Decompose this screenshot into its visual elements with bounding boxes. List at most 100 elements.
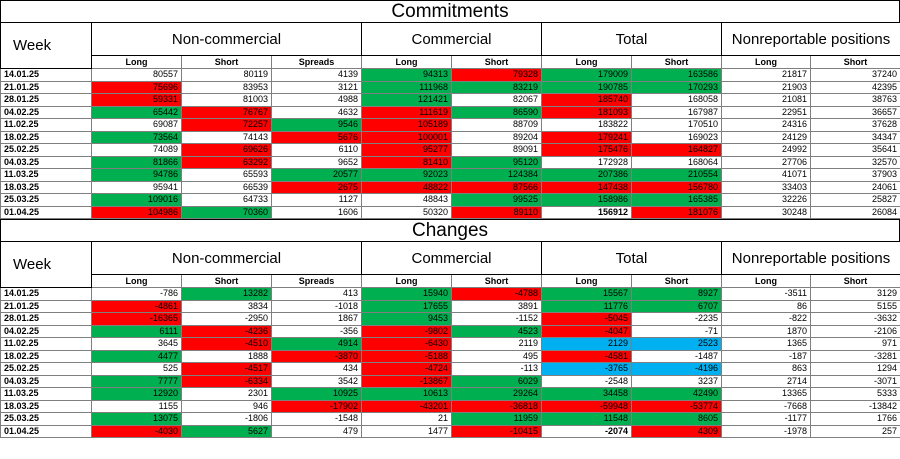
column-subheader: Spreads xyxy=(271,55,362,69)
value-cell: 2301 xyxy=(181,387,272,401)
value-cell: 971 xyxy=(810,337,900,351)
week-cell: 25.02.25 xyxy=(0,143,92,157)
value-cell: 158986 xyxy=(541,193,633,207)
value-cell: -2106 xyxy=(810,324,900,338)
table-row: 18.03.25 95941 66539 2675 48822 87566 147438 15… xyxy=(0,180,900,194)
value-cell: 207386 xyxy=(541,168,633,182)
value-cell: 42490 xyxy=(631,387,723,401)
value-cell: 168064 xyxy=(631,155,723,169)
value-cell: 74089 xyxy=(91,143,182,157)
value-cell: 4632 xyxy=(271,105,362,119)
table-row: 11.03.25 94786 65593 20577 92023 124384 207386… xyxy=(0,168,900,182)
value-cell: -6334 xyxy=(181,374,272,388)
value-cell: 42395 xyxy=(810,80,900,94)
value-cell: 80119 xyxy=(181,68,272,82)
week-cell: 14.01.25 xyxy=(0,287,92,301)
value-cell: 185740 xyxy=(541,93,633,107)
table-row: 28.01.25 -16365 -2950 1867 9453 -1152 -5045 -22… xyxy=(0,312,900,326)
value-cell: 79328 xyxy=(450,68,543,82)
value-cell: 66539 xyxy=(181,180,272,194)
value-cell: 4139 xyxy=(271,68,362,82)
value-cell: 863 xyxy=(721,362,812,376)
noncommercial-header: Non-commercial xyxy=(91,22,362,56)
value-cell: -3870 xyxy=(271,349,362,363)
value-cell: -5045 xyxy=(541,312,633,326)
column-subheader: Long xyxy=(91,274,182,288)
value-cell: 8605 xyxy=(631,412,723,426)
table-row: 25.02.25 74089 69626 6110 95277 89091 175476 16… xyxy=(0,143,900,157)
value-cell: 13365 xyxy=(721,387,812,401)
value-cell: 104986 xyxy=(91,205,182,219)
value-cell: 1766 xyxy=(810,412,900,426)
column-subheader: Long xyxy=(721,55,812,69)
value-cell: 64733 xyxy=(181,193,272,207)
value-cell: 3129 xyxy=(810,287,900,301)
value-cell: -3511 xyxy=(721,287,812,301)
value-cell: 4988 xyxy=(271,93,362,107)
table-row: 21.01.25 75696 83953 3121 111968 83219 190785 1… xyxy=(0,80,900,94)
value-cell: 170510 xyxy=(631,118,723,132)
value-cell: 86 xyxy=(721,299,812,313)
table-row: 01.04.25 -4030 5627 479 1477 -10415 -2074 4309-… xyxy=(0,424,900,438)
commercial-header: Commercial xyxy=(360,22,543,56)
value-cell: 24061 xyxy=(810,180,900,194)
value-cell: -3071 xyxy=(810,374,900,388)
value-cell: -36818 xyxy=(450,399,543,413)
value-cell: 4477 xyxy=(91,349,182,363)
week-cell: 14.01.25 xyxy=(0,68,92,82)
value-cell: 9546 xyxy=(271,118,362,132)
commitments-table: Week Non-commercial Commercial Total Nonrepo… xyxy=(0,22,900,219)
value-cell: 1155 xyxy=(91,399,182,413)
value-cell: 156912 xyxy=(541,205,633,219)
value-cell: -822 xyxy=(721,312,812,326)
value-cell: -71 xyxy=(631,324,723,338)
value-cell: 3237 xyxy=(631,374,723,388)
table-row: 25.03.25 109016 64733 1127 48843 99525 158986 1… xyxy=(0,193,900,207)
column-subheader: Short xyxy=(450,55,543,69)
value-cell: 156780 xyxy=(631,180,723,194)
value-cell: -13867 xyxy=(361,374,452,388)
value-cell: 1606 xyxy=(271,205,362,219)
value-cell: 34347 xyxy=(810,130,900,144)
value-cell: 1365 xyxy=(721,337,812,351)
table-row: 11.02.25 3645 -4510 4914 -6430 2119 2129 2523 13… xyxy=(0,337,900,351)
value-cell: 48843 xyxy=(361,193,452,207)
value-cell: -2548 xyxy=(541,374,633,388)
column-subheader: Long xyxy=(361,274,452,288)
changes-section: Changes Week Non-commercial Commercial Tota… xyxy=(0,219,900,438)
value-cell: 170293 xyxy=(631,80,723,94)
week-cell: 28.01.25 xyxy=(0,93,92,107)
value-cell: 179009 xyxy=(541,68,633,82)
table-row: 18.02.25 73564 74143 5676 100001 89204 179241 1… xyxy=(0,130,900,144)
table-row: 04.03.25 7777 -6334 3542 -13867 6029 -2548 3237… xyxy=(0,374,900,388)
value-cell: 6707 xyxy=(631,299,723,313)
value-cell: 8927 xyxy=(631,287,723,301)
value-cell: 34458 xyxy=(541,387,633,401)
value-cell: 20577 xyxy=(271,168,362,182)
table-row: 28.01.25 59331 81003 4988 121421 82067 185740 1… xyxy=(0,93,900,107)
value-cell: 17655 xyxy=(361,299,452,313)
value-cell: -1978 xyxy=(721,424,812,438)
column-subheader: Short xyxy=(181,274,272,288)
value-cell: -4196 xyxy=(631,362,723,376)
week-cell: 25.02.25 xyxy=(0,362,92,376)
value-cell: 15940 xyxy=(361,287,452,301)
value-cell: -4047 xyxy=(541,324,633,338)
value-cell: 89204 xyxy=(450,130,543,144)
value-cell: -4030 xyxy=(91,424,182,438)
week-cell: 18.02.25 xyxy=(0,349,92,363)
value-cell: 65593 xyxy=(181,168,272,182)
value-cell: -4236 xyxy=(181,324,272,338)
value-cell: -3632 xyxy=(810,312,900,326)
commitments-section: Commitments Week Non-commercial Commercial… xyxy=(0,0,900,219)
value-cell: 95941 xyxy=(91,180,182,194)
value-cell: 3645 xyxy=(91,337,182,351)
week-cell: 21.01.25 xyxy=(0,80,92,94)
value-cell: 24992 xyxy=(721,143,812,157)
value-cell: 81003 xyxy=(181,93,272,107)
value-cell: 3121 xyxy=(271,80,362,94)
table-row: 18.02.25 4477 1888 -3870 -5188 495 -4581 -1487-… xyxy=(0,349,900,363)
value-cell: 10613 xyxy=(361,387,452,401)
value-cell: 21081 xyxy=(721,93,812,107)
value-cell: 164827 xyxy=(631,143,723,157)
